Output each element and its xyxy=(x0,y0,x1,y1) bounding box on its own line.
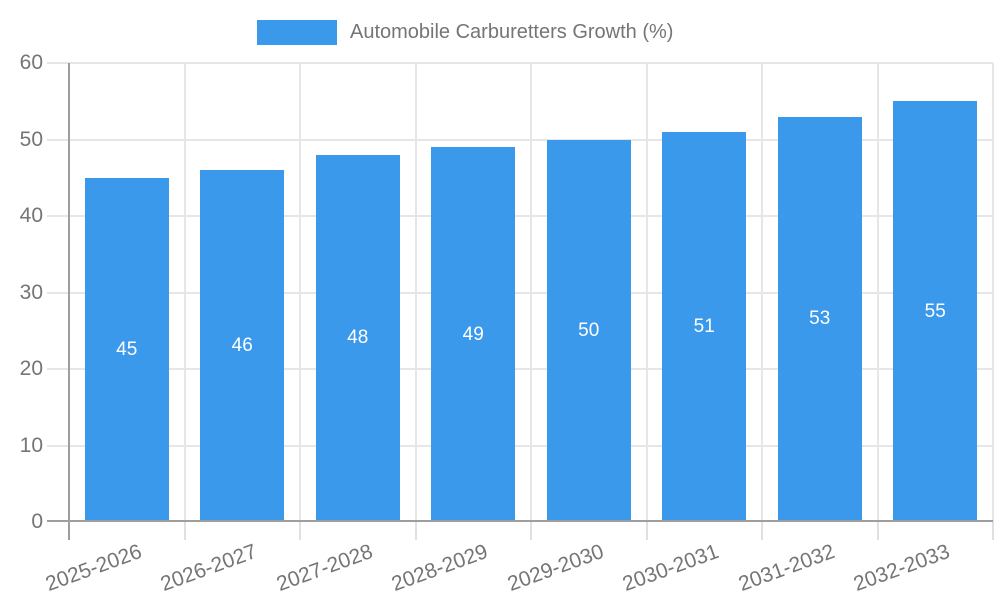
x-axis-tick xyxy=(414,522,417,540)
h-gridline xyxy=(47,215,993,217)
y-tick-label: 10 xyxy=(19,433,43,457)
y-tick-label: 30 xyxy=(19,280,43,304)
bar-value-label: 53 xyxy=(809,308,831,330)
bar[interactable]: 53 xyxy=(777,116,862,522)
x-axis-line xyxy=(47,520,993,522)
x-axis-tick xyxy=(876,522,879,540)
bar[interactable]: 48 xyxy=(315,154,400,522)
h-gridline xyxy=(47,291,993,294)
bar-value-label: 46 xyxy=(231,335,253,357)
v-gridline xyxy=(299,63,301,522)
v-gridline xyxy=(414,63,417,522)
bar[interactable]: 45 xyxy=(84,177,169,522)
y-tick-label: 20 xyxy=(19,357,43,380)
h-gridline xyxy=(47,138,993,141)
y-tick-label: 60 xyxy=(19,51,43,74)
v-gridline xyxy=(992,63,994,522)
plot-area: 0 10 20 30 40 50 60 45 46 48 49 50 51 53 55 2025-2026 20… xyxy=(20,51,994,596)
x-axis-tick xyxy=(183,522,186,540)
bar-value-label: 51 xyxy=(693,315,715,337)
y-tick-label: 40 xyxy=(19,204,43,227)
x-axis-tick xyxy=(645,522,648,540)
y-tick-label: 50 xyxy=(19,127,43,151)
legend-label: Automobile Carburetters Growth (%) xyxy=(350,21,674,43)
v-gridline xyxy=(876,63,879,522)
h-gridline xyxy=(47,62,993,64)
bar[interactable]: 55 xyxy=(893,101,978,522)
bar[interactable]: 46 xyxy=(200,170,285,522)
h-gridline xyxy=(47,444,993,447)
x-axis-tick xyxy=(299,522,301,540)
bar-value-label: 50 xyxy=(578,319,600,341)
v-gridline xyxy=(645,63,648,522)
v-gridline xyxy=(761,63,763,522)
y-tick-label: 0 xyxy=(31,510,43,533)
bar-value-label: 45 xyxy=(116,338,138,360)
bar[interactable]: 50 xyxy=(546,139,631,522)
y-axis-line xyxy=(68,63,70,540)
bar-value-label: 49 xyxy=(462,323,484,345)
legend-swatch xyxy=(257,20,337,45)
bar-value-label: 48 xyxy=(347,327,369,349)
x-axis-tick xyxy=(530,522,532,540)
bar-value-label: 55 xyxy=(924,300,946,322)
v-gridline xyxy=(183,63,186,522)
v-gridline xyxy=(530,63,532,522)
h-gridline xyxy=(47,368,993,370)
x-axis-tick xyxy=(761,522,763,540)
bar[interactable]: 49 xyxy=(431,147,516,522)
x-axis-tick xyxy=(992,522,994,540)
bar[interactable]: 51 xyxy=(662,131,747,522)
legend-item[interactable]: Automobile Carburetters Growth (%) xyxy=(257,20,673,45)
